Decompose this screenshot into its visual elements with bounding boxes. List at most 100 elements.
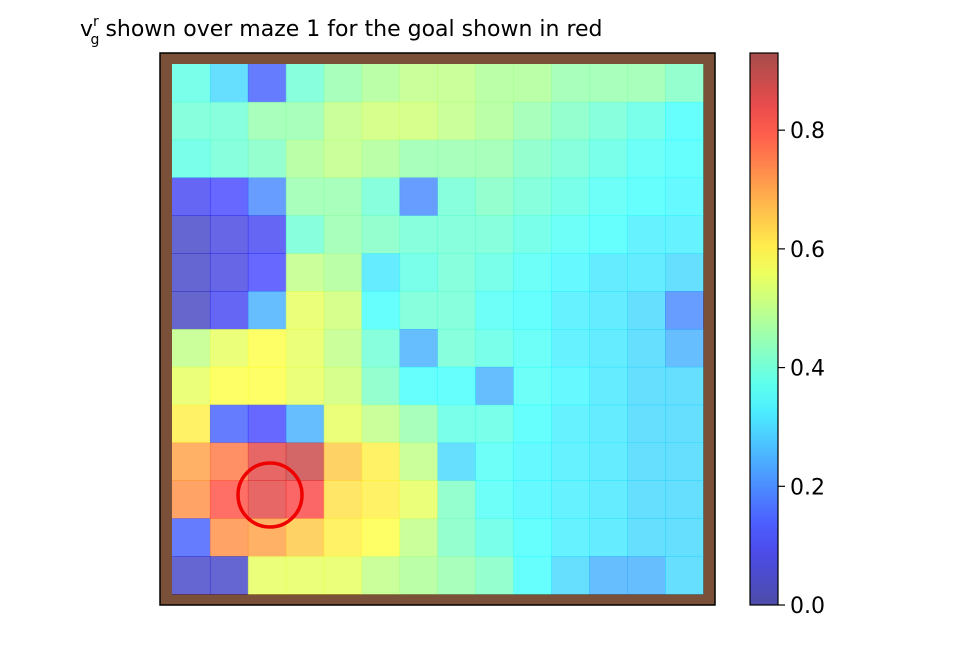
heat-cell (247, 139, 287, 179)
heat-cell (589, 101, 628, 141)
heat-cell (399, 329, 438, 368)
heat-cell (209, 253, 249, 292)
heat-cell (172, 177, 211, 216)
heat-cell (551, 442, 590, 481)
heat-cell (323, 556, 363, 595)
title-superscript: r (93, 14, 99, 30)
colorbar-ticks: 0.0 0.2 0.4 0.6 0.8 (778, 119, 825, 619)
heat-cell (475, 139, 514, 179)
heat-cell (513, 518, 552, 557)
heat-cell (285, 366, 325, 406)
heat-cell (285, 329, 325, 368)
heat-cell (589, 480, 628, 519)
heat-cell (285, 404, 325, 444)
heat-cell (285, 291, 325, 330)
heat-cell (627, 139, 666, 179)
colorbar-frame (749, 52, 779, 606)
heat-cell (513, 442, 552, 481)
heat-cell (209, 215, 249, 254)
heat-cell (172, 253, 211, 292)
chart-title: vr g shown over maze 1 for the goal shown … (80, 14, 603, 48)
heat-cell (399, 291, 438, 330)
heat-cell (285, 253, 325, 292)
colorbar-tick-label: 0.4 (790, 357, 825, 382)
heat-cell (475, 253, 514, 292)
heat-cell (665, 480, 704, 519)
heat-cell (361, 556, 401, 595)
heat-cell (247, 215, 287, 254)
heat-cell (399, 518, 438, 557)
heat-cell (665, 404, 704, 444)
heat-cell (172, 518, 211, 557)
heat-cell (209, 101, 249, 141)
heat-cell (285, 64, 325, 103)
heat-cell (589, 64, 628, 103)
heat-cell (399, 139, 438, 179)
heat-cell (551, 139, 590, 179)
heat-cell (172, 139, 211, 179)
heat-cell (247, 404, 287, 444)
heat-cell (475, 442, 514, 481)
heat-cell (399, 101, 438, 141)
heat-cell (551, 366, 590, 406)
heat-cell (323, 518, 363, 557)
heat-cell (361, 139, 401, 179)
heat-cell (361, 366, 401, 406)
heat-cell (589, 366, 628, 406)
heat-cell (209, 518, 249, 557)
heat-cell (551, 291, 590, 330)
heat-cell (437, 177, 476, 216)
heat-cell (323, 404, 363, 444)
heat-cell (361, 518, 401, 557)
heat-cell (361, 253, 401, 292)
heat-cell (172, 291, 211, 330)
heat-cell (665, 518, 704, 557)
heat-cell (589, 404, 628, 444)
heat-cell (437, 64, 476, 103)
heat-cell (589, 291, 628, 330)
heat-cell (665, 215, 704, 254)
heat-cell (247, 101, 287, 141)
heat-cell (627, 253, 666, 292)
colorbar (750, 53, 778, 605)
heat-cell (323, 64, 363, 103)
heat-cell (437, 139, 476, 179)
heat-cell (209, 64, 249, 103)
heat-cell (172, 64, 211, 103)
heat-cell (513, 139, 552, 179)
heat-cell (399, 480, 438, 519)
heat-cell (172, 101, 211, 141)
heat-cell (247, 366, 287, 406)
heat-cell (513, 253, 552, 292)
heat-cell (627, 518, 666, 557)
heat-cell (627, 101, 666, 141)
heat-cell (665, 64, 704, 103)
heat-cell (399, 64, 438, 103)
heat-cell (589, 177, 628, 216)
heat-cell (627, 177, 666, 216)
heat-cell (399, 215, 438, 254)
heat-cell (551, 404, 590, 444)
heat-cell (627, 404, 666, 444)
heat-cell (247, 329, 287, 368)
heat-cell (361, 101, 401, 141)
colorbar-tick-label: 0.8 (790, 119, 825, 144)
heat-cell (323, 291, 363, 330)
heat-cell (551, 556, 590, 595)
heat-cell (665, 291, 704, 330)
heat-cell (209, 404, 249, 444)
heat-cell (475, 366, 514, 406)
heat-cell (209, 177, 249, 216)
heat-cell (475, 518, 514, 557)
heat-cell (627, 442, 666, 481)
heat-cell (399, 442, 438, 481)
heat-cell (665, 442, 704, 481)
heat-cell (399, 556, 438, 595)
heat-cell (551, 480, 590, 519)
heat-cell (285, 139, 325, 179)
heat-cell (665, 366, 704, 406)
heat-cell (475, 64, 514, 103)
heat-cell (551, 329, 590, 368)
heat-cell (551, 518, 590, 557)
